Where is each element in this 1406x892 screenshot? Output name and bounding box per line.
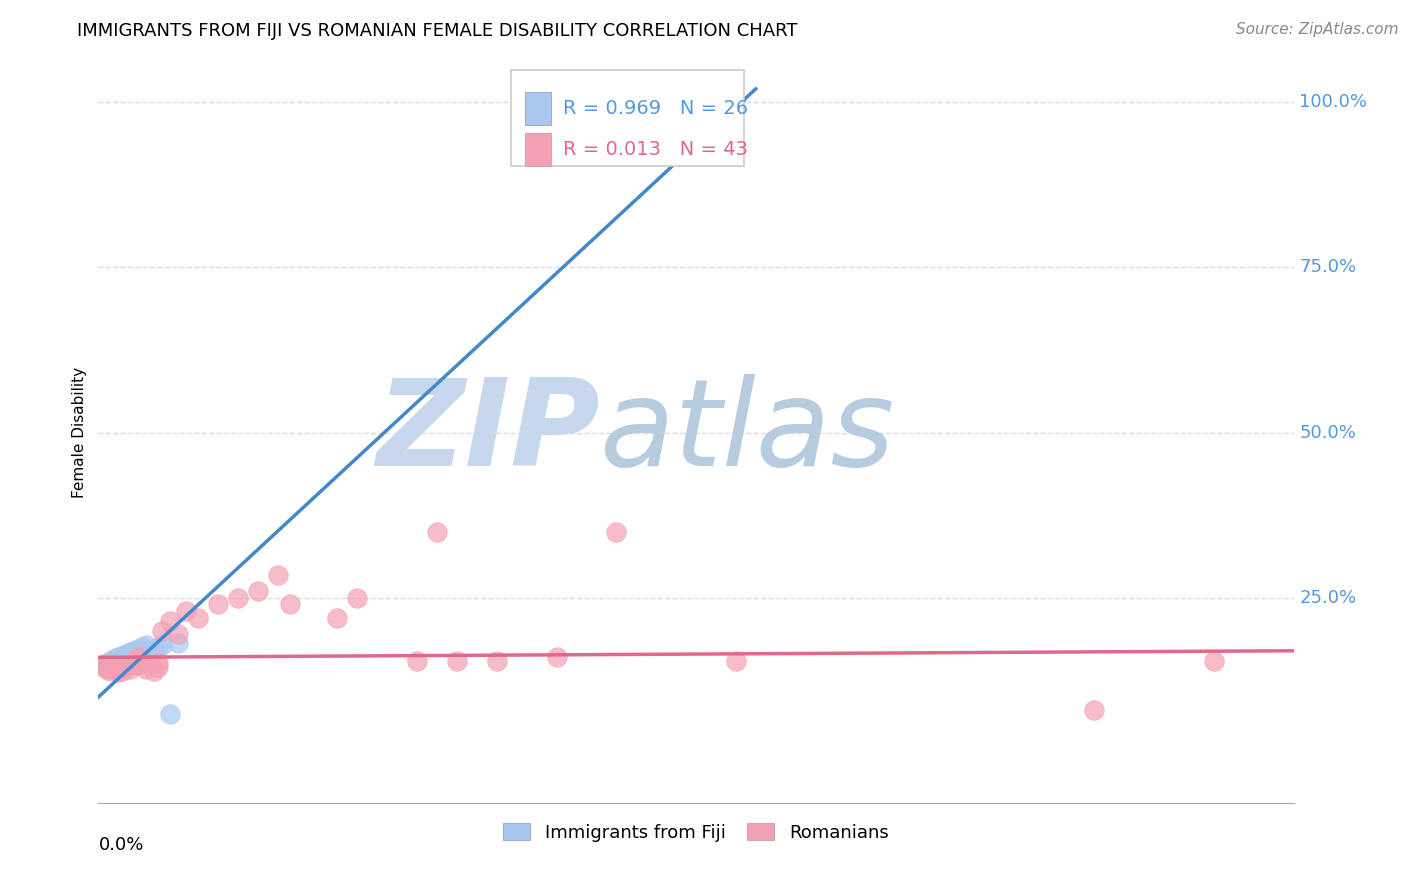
Point bbox=[546, 650, 568, 665]
Point bbox=[91, 658, 114, 673]
Point bbox=[426, 524, 449, 539]
Point bbox=[107, 650, 129, 665]
Point bbox=[148, 656, 170, 670]
Point bbox=[115, 660, 138, 674]
Text: R = 0.013   N = 43: R = 0.013 N = 43 bbox=[564, 140, 748, 159]
Point bbox=[120, 645, 142, 659]
Point bbox=[159, 706, 181, 721]
Text: atlas: atlas bbox=[600, 374, 896, 491]
Point bbox=[98, 660, 122, 674]
Point bbox=[107, 657, 129, 671]
Point bbox=[91, 658, 114, 673]
Point bbox=[131, 656, 153, 670]
Point bbox=[143, 645, 166, 659]
Point bbox=[1202, 654, 1225, 668]
Text: 75.0%: 75.0% bbox=[1299, 259, 1357, 277]
Point bbox=[148, 640, 170, 655]
Point bbox=[120, 662, 142, 676]
Point bbox=[96, 657, 118, 671]
Legend: Immigrants from Fiji, Romanians: Immigrants from Fiji, Romanians bbox=[498, 818, 894, 847]
FancyBboxPatch shape bbox=[524, 133, 551, 166]
Point bbox=[167, 627, 190, 641]
Point bbox=[135, 662, 157, 676]
Point bbox=[150, 639, 173, 653]
Point bbox=[406, 654, 429, 668]
Point bbox=[107, 660, 129, 674]
Point bbox=[709, 95, 731, 109]
Point bbox=[159, 614, 181, 628]
Point bbox=[226, 591, 249, 605]
Point bbox=[103, 658, 125, 673]
Point bbox=[107, 665, 129, 679]
Point bbox=[278, 598, 301, 612]
Point bbox=[135, 639, 157, 653]
Point bbox=[139, 658, 162, 673]
Text: Source: ZipAtlas.com: Source: ZipAtlas.com bbox=[1236, 22, 1399, 37]
Point bbox=[111, 648, 134, 663]
Point bbox=[98, 664, 122, 678]
Point bbox=[115, 651, 138, 665]
Point bbox=[98, 654, 122, 668]
Point bbox=[120, 650, 142, 665]
Point bbox=[267, 567, 290, 582]
Point bbox=[724, 654, 747, 668]
Point bbox=[167, 636, 190, 650]
Point bbox=[111, 664, 134, 678]
Text: IMMIGRANTS FROM FIJI VS ROMANIAN FEMALE DISABILITY CORRELATION CHART: IMMIGRANTS FROM FIJI VS ROMANIAN FEMALE … bbox=[77, 22, 797, 40]
Point bbox=[605, 524, 627, 539]
Point bbox=[111, 654, 134, 668]
Y-axis label: Female Disability: Female Disability bbox=[72, 367, 87, 499]
Point bbox=[103, 662, 125, 676]
Point bbox=[120, 658, 142, 673]
Point bbox=[98, 662, 122, 676]
Text: ZIP: ZIP bbox=[377, 374, 600, 491]
Point bbox=[174, 604, 197, 618]
Point bbox=[187, 611, 209, 625]
Point bbox=[124, 654, 146, 668]
Point bbox=[96, 662, 118, 676]
Point bbox=[326, 611, 349, 625]
Point bbox=[246, 584, 269, 599]
Point bbox=[115, 647, 138, 661]
FancyBboxPatch shape bbox=[510, 70, 744, 166]
Point bbox=[127, 658, 149, 673]
Text: 50.0%: 50.0% bbox=[1299, 424, 1357, 442]
Point bbox=[103, 658, 125, 673]
Text: 100.0%: 100.0% bbox=[1299, 93, 1368, 112]
Point bbox=[127, 650, 149, 665]
Point bbox=[207, 598, 229, 612]
Text: R = 0.969   N = 26: R = 0.969 N = 26 bbox=[564, 99, 748, 119]
Point bbox=[139, 647, 162, 661]
Point bbox=[96, 660, 118, 674]
Point bbox=[124, 644, 146, 658]
Text: 0.0%: 0.0% bbox=[98, 836, 143, 855]
Text: 25.0%: 25.0% bbox=[1299, 589, 1357, 607]
Point bbox=[148, 660, 170, 674]
Point bbox=[131, 640, 153, 655]
Point bbox=[485, 654, 508, 668]
Point bbox=[103, 651, 125, 665]
Point bbox=[143, 664, 166, 678]
Point bbox=[1083, 703, 1105, 717]
Point bbox=[127, 642, 149, 657]
Point bbox=[150, 624, 173, 638]
FancyBboxPatch shape bbox=[524, 92, 551, 126]
Point bbox=[96, 657, 118, 671]
Point bbox=[346, 591, 368, 605]
Point bbox=[446, 654, 468, 668]
